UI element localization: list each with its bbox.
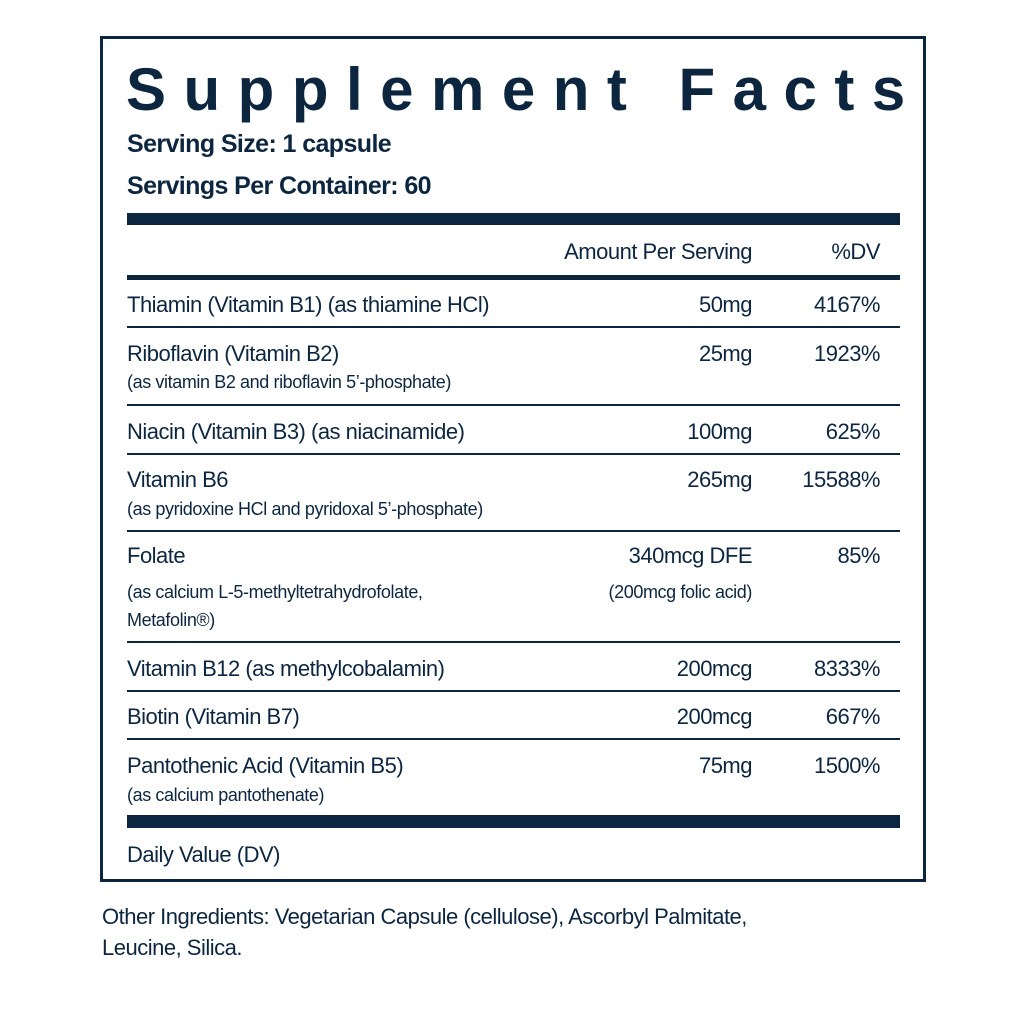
nutrient-amount: 25mg bbox=[698, 341, 753, 366]
nutrient-source: Metafolin®) bbox=[127, 610, 215, 630]
nutrient-name: Riboflavin (Vitamin B2) bbox=[127, 341, 339, 366]
servings-per-container: Servings Per Container: 60 bbox=[127, 172, 432, 200]
nutrient-dv: 1923% bbox=[813, 341, 881, 366]
nutrient-name: Thiamin (Vitamin B1) (as thiamine HCl) bbox=[127, 292, 490, 317]
nutrient-amount: 75mg bbox=[698, 753, 753, 778]
row-divider bbox=[127, 690, 900, 692]
panel-title: Supplement Facts bbox=[126, 56, 923, 123]
nutrient-dv: 85% bbox=[837, 543, 880, 568]
nutrient-dv: 8333% bbox=[813, 656, 881, 681]
serving-size: Serving Size: 1 capsule bbox=[127, 130, 392, 158]
row-divider bbox=[127, 641, 900, 643]
nutrient-source: (as pyridoxine HCl and pyridoxal 5’-phos… bbox=[127, 499, 483, 519]
other-ingredients-line: Other Ingredients: Vegetarian Capsule (c… bbox=[102, 904, 747, 929]
nutrient-dv: 1500% bbox=[813, 753, 881, 778]
nutrient-dv: 15588% bbox=[802, 467, 880, 492]
nutrient-name: Folate bbox=[127, 543, 186, 568]
nutrient-name: Pantothenic Acid (Vitamin B5) bbox=[127, 753, 404, 778]
nutrient-amount: 200mcg bbox=[676, 656, 753, 681]
row-divider bbox=[127, 404, 900, 406]
nutrient-amount: 340mcg DFE bbox=[628, 543, 753, 568]
thick-divider bbox=[127, 213, 900, 225]
nutrient-dv: 4167% bbox=[813, 292, 881, 317]
supplement-facts-panel bbox=[100, 36, 926, 882]
row-divider bbox=[127, 326, 900, 328]
dv-header: %DV bbox=[831, 239, 880, 264]
nutrient-amount: 100mg bbox=[687, 419, 752, 444]
nutrient-amount: 50mg bbox=[698, 292, 753, 317]
nutrient-source: (as vitamin B2 and riboflavin 5’-phospha… bbox=[127, 372, 451, 392]
nutrient-source: (as calcium L-5-methyltetrahydrofolate, bbox=[127, 582, 423, 602]
other-ingredients: Other Ingredients: Vegetarian Capsule (c… bbox=[102, 901, 747, 963]
nutrient-dv: 625% bbox=[825, 419, 881, 444]
other-ingredients-line: Leucine, Silica. bbox=[102, 935, 242, 960]
amount-header: Amount Per Serving bbox=[564, 239, 752, 264]
nutrient-amount: 265mg bbox=[687, 467, 752, 492]
nutrient-name: Niacin (Vitamin B3) (as niacinamide) bbox=[127, 419, 465, 444]
nutrient-name: Vitamin B6 bbox=[127, 467, 228, 492]
nutrient-amount-note: (200mcg folic acid) bbox=[608, 582, 753, 602]
thick-divider bbox=[127, 815, 900, 828]
nutrient-amount: 200mcg bbox=[676, 704, 753, 729]
nutrient-name: Biotin (Vitamin B7) bbox=[127, 704, 300, 729]
row-divider bbox=[127, 738, 900, 740]
daily-value-footnote: Daily Value (DV) bbox=[127, 842, 280, 867]
nutrient-name: Vitamin B12 (as methylcobalamin) bbox=[127, 656, 445, 681]
row-divider bbox=[127, 453, 900, 455]
nutrient-source: (as calcium pantothenate) bbox=[127, 785, 325, 805]
row-divider bbox=[127, 530, 900, 532]
nutrient-dv: 667% bbox=[825, 704, 881, 729]
header-divider bbox=[127, 275, 900, 280]
